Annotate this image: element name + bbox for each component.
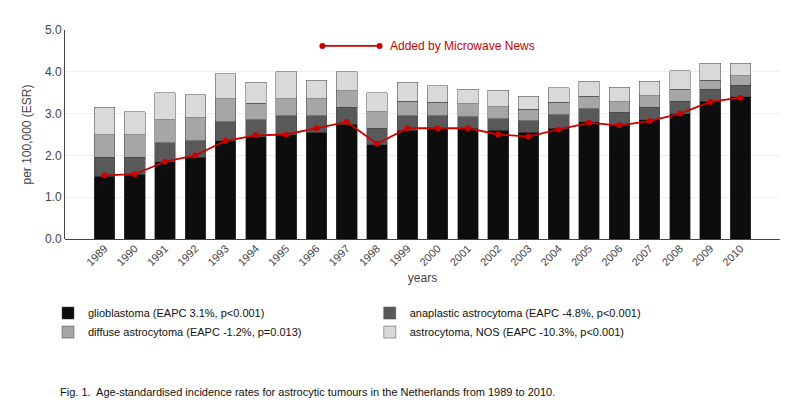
svg-text:1.0: 1.0 [45,190,62,204]
svg-text:3.0: 3.0 [45,107,62,121]
svg-text:2.0: 2.0 [45,149,62,163]
svg-text:1989: 1989 [84,242,110,268]
svg-text:anaplastic astrocytoma (EAPC -: anaplastic astrocytoma (EAPC -4.8%, p<0.… [410,307,641,319]
svg-text:1999: 1999 [387,242,413,268]
svg-text:2005: 2005 [569,242,595,268]
svg-text:glioblastoma (EAPC 3.1%, p<0.0: glioblastoma (EAPC 3.1%, p<0.001) [88,307,264,319]
svg-text:1994: 1994 [235,242,261,268]
svg-text:2008: 2008 [659,242,685,268]
svg-text:1991: 1991 [145,242,171,268]
svg-text:diffuse astrocytoma (EAPC -1.2: diffuse astrocytoma (EAPC -1.2%, p=0.013… [88,326,302,338]
svg-text:4.0: 4.0 [45,65,62,79]
svg-text:1992: 1992 [175,242,201,268]
svg-text:1996: 1996 [296,242,322,268]
svg-text:2003: 2003 [508,242,534,268]
svg-text:1990: 1990 [114,242,140,268]
svg-text:1993: 1993 [205,242,231,268]
svg-text:Fig. 1. Age-standardised inci: Fig. 1. Age-standardised incidence rates… [60,386,555,398]
svg-text:2006: 2006 [599,242,625,268]
svg-text:2007: 2007 [629,242,655,268]
svg-text:2001: 2001 [447,242,473,268]
svg-text:astrocytoma, NOS (EAPC -10.3%,: astrocytoma, NOS (EAPC -10.3%, p<0.001) [410,326,624,338]
svg-text:Added by Microwave News: Added by Microwave News [390,39,535,53]
svg-text:5.0: 5.0 [45,23,62,37]
svg-text:years: years [408,271,437,285]
svg-text:0.0: 0.0 [45,232,62,246]
svg-text:2004: 2004 [538,242,564,268]
svg-text:1997: 1997 [326,242,352,268]
svg-text:1995: 1995 [266,242,292,268]
svg-text:1998: 1998 [357,242,383,268]
svg-text:2009: 2009 [690,242,716,268]
svg-text:2010: 2010 [720,242,746,268]
svg-text:2000: 2000 [417,242,443,268]
svg-text:per 100,000 (ESR): per 100,000 (ESR) [20,84,34,184]
svg-text:2002: 2002 [478,242,504,268]
